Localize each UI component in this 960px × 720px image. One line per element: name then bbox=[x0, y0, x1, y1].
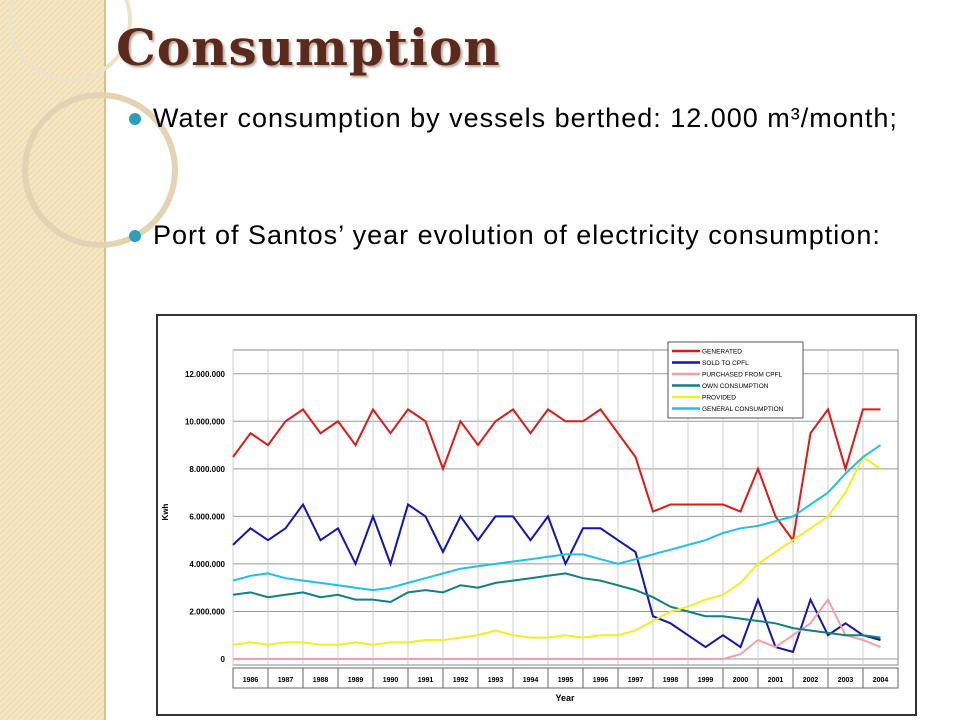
x-tick-label: 2004 bbox=[873, 677, 889, 684]
x-tick-label: 1993 bbox=[488, 677, 504, 684]
x-tick-label: 1995 bbox=[558, 677, 574, 684]
slide-title: Consumption bbox=[116, 18, 501, 77]
x-tick-label: 1999 bbox=[698, 677, 714, 684]
deco-circle bbox=[22, 92, 178, 248]
x-tick-label: 1986 bbox=[243, 677, 259, 684]
x-tick-label: 1998 bbox=[663, 677, 679, 684]
bullet-text: Water consumption by vessels berthed: 12… bbox=[153, 103, 898, 133]
legend-label: SOLD TO CPFL bbox=[702, 360, 749, 367]
y-tick-label: 6.000.000 bbox=[189, 512, 225, 521]
y-tick-label: 4.000.000 bbox=[189, 560, 225, 569]
legend-label: GENERATED bbox=[702, 349, 742, 356]
legend-label: PURCHASED FROM CPFL bbox=[702, 372, 783, 379]
bullet-dot bbox=[129, 230, 141, 242]
x-tick-label: 1992 bbox=[453, 677, 469, 684]
series-line bbox=[232, 444, 882, 592]
legend-label: OWN CONSUMPTION bbox=[702, 383, 769, 390]
series-line bbox=[232, 502, 881, 654]
deco-circle bbox=[8, 0, 132, 82]
bullet-text: Port of Santos’ year evolution of electr… bbox=[153, 220, 881, 250]
x-tick-label: 1987 bbox=[278, 677, 294, 684]
series-line bbox=[232, 572, 881, 639]
x-tick-label: 1996 bbox=[593, 677, 609, 684]
x-tick-label: 1989 bbox=[348, 677, 364, 684]
y-tick-label: 8.000.000 bbox=[189, 465, 225, 474]
x-tick-label: 2000 bbox=[733, 677, 749, 684]
x-axis-label: Year bbox=[555, 693, 575, 703]
y-tick-label: 0 bbox=[221, 655, 226, 664]
y-tick-label: 12.000.000 bbox=[185, 370, 226, 379]
y-tick-label: 10.000.000 bbox=[185, 417, 226, 426]
series-line bbox=[233, 597, 881, 660]
x-tick-label: 1988 bbox=[313, 677, 329, 684]
x-tick-label: 1994 bbox=[523, 677, 539, 684]
x-tick-label: 1997 bbox=[628, 677, 644, 684]
x-tick-label: 1991 bbox=[418, 677, 434, 684]
y-axis-label: Kwh bbox=[161, 503, 170, 520]
x-tick-label: 2002 bbox=[803, 677, 819, 684]
legend-label: PROVIDED bbox=[702, 395, 736, 402]
series-line bbox=[232, 407, 881, 543]
x-tick-label: 2003 bbox=[838, 677, 854, 684]
legend-label: GENERAL CONSUMPTION bbox=[702, 406, 784, 413]
x-tick-label: 1990 bbox=[383, 677, 399, 684]
legend-box bbox=[667, 341, 804, 419]
bullet-dot bbox=[129, 113, 141, 125]
y-tick-label: 2.000.000 bbox=[189, 607, 225, 616]
series-line bbox=[232, 455, 882, 646]
x-tick-label: 2001 bbox=[768, 677, 784, 684]
side-band bbox=[0, 0, 104, 720]
